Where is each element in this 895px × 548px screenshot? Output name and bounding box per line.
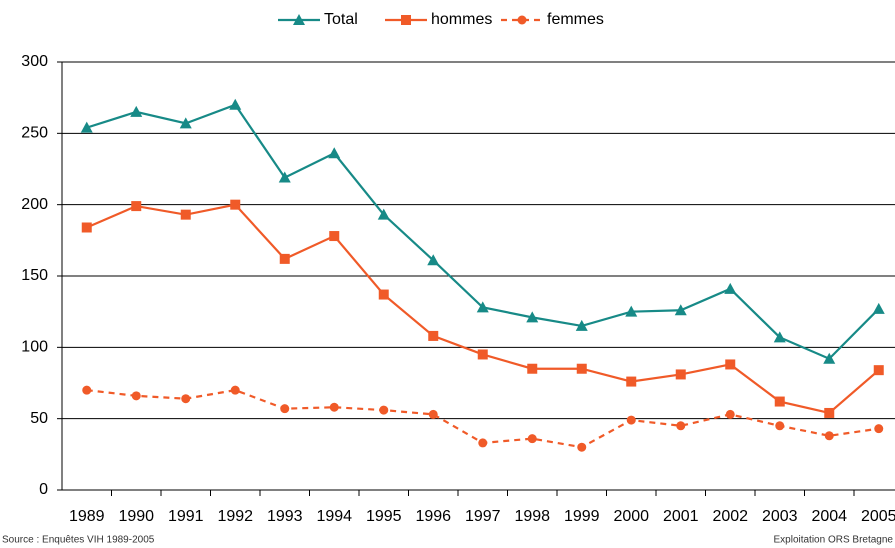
data-point xyxy=(428,330,439,341)
x-tick-label: 2000 xyxy=(613,508,649,525)
x-tick-label: 2004 xyxy=(811,508,847,525)
data-point xyxy=(625,305,638,317)
y-tick-label: 150 xyxy=(21,267,48,284)
data-point xyxy=(873,365,884,376)
x-tick-label: 1999 xyxy=(564,508,600,525)
data-point xyxy=(725,409,735,419)
x-tick-label: 1998 xyxy=(514,508,550,525)
x-tick-label: 2002 xyxy=(712,508,748,525)
data-point xyxy=(774,396,785,407)
x-tick-label: 1995 xyxy=(366,508,402,525)
data-point xyxy=(131,201,142,212)
data-point xyxy=(329,231,340,242)
data-point xyxy=(477,349,488,360)
x-tick-label: 1989 xyxy=(69,508,105,525)
data-point xyxy=(476,301,489,313)
data-point xyxy=(427,254,440,266)
data-point xyxy=(725,359,736,370)
data-point xyxy=(229,98,242,110)
data-point xyxy=(130,105,143,117)
series-line xyxy=(86,103,880,361)
data-point xyxy=(775,421,785,431)
data-point xyxy=(131,391,141,401)
y-tick-label: 0 xyxy=(39,481,48,498)
x-tick-label: 1996 xyxy=(415,508,451,525)
data-point xyxy=(280,404,290,414)
data-point xyxy=(428,409,438,419)
data-point xyxy=(81,222,92,233)
source-note: Source : Enquêtes VIH 1989-2005 xyxy=(2,535,155,546)
y-tick-label: 100 xyxy=(21,339,48,356)
data-point xyxy=(874,424,884,434)
data-point xyxy=(577,442,587,452)
data-point xyxy=(575,319,588,331)
data-point xyxy=(824,431,834,441)
data-point xyxy=(230,199,241,210)
legend-label: hommes xyxy=(431,11,492,28)
data-point xyxy=(329,402,339,412)
data-point xyxy=(82,385,92,395)
legend-marker xyxy=(517,15,527,25)
data-point xyxy=(872,302,885,314)
y-tick-label: 200 xyxy=(21,196,48,213)
data-point xyxy=(379,405,389,415)
data-point xyxy=(377,208,390,220)
y-tick-label: 250 xyxy=(21,125,48,142)
data-point xyxy=(180,209,191,220)
data-point xyxy=(527,434,537,444)
y-tick-label: 50 xyxy=(30,410,48,427)
data-point xyxy=(724,282,737,294)
y-tick-label: 300 xyxy=(21,53,48,70)
x-tick-label: 1990 xyxy=(118,508,154,525)
data-point xyxy=(279,253,290,264)
data-point xyxy=(478,438,488,448)
data-point xyxy=(80,121,93,133)
x-tick-label: 1991 xyxy=(168,508,204,525)
data-point xyxy=(179,117,192,129)
legend-marker xyxy=(293,14,305,25)
x-tick-label: 2001 xyxy=(663,508,699,525)
data-point xyxy=(674,304,687,316)
data-point xyxy=(378,289,389,300)
data-point xyxy=(626,376,637,387)
data-point xyxy=(676,421,686,431)
credit-note: Exploitation ORS Bretagne xyxy=(773,535,893,546)
data-point xyxy=(576,363,587,374)
data-point xyxy=(328,147,341,159)
data-point xyxy=(823,352,836,364)
x-tick-label: 1997 xyxy=(465,508,501,525)
x-tick-label: 1992 xyxy=(217,508,253,525)
legend-label: Total xyxy=(324,11,358,28)
x-tick-label: 1993 xyxy=(267,508,303,525)
legend-label: femmes xyxy=(547,11,604,28)
x-tick-label: 2003 xyxy=(762,508,798,525)
legend-marker xyxy=(401,15,411,25)
data-point xyxy=(230,385,240,395)
x-tick-label: 2005 xyxy=(861,508,895,525)
data-point xyxy=(527,363,538,374)
data-point xyxy=(181,394,191,404)
data-point xyxy=(278,171,291,183)
data-point xyxy=(526,311,539,323)
data-point xyxy=(824,407,835,418)
data-point xyxy=(773,331,786,343)
data-point xyxy=(626,415,636,425)
x-tick-label: 1994 xyxy=(316,508,352,525)
data-point xyxy=(675,369,686,380)
